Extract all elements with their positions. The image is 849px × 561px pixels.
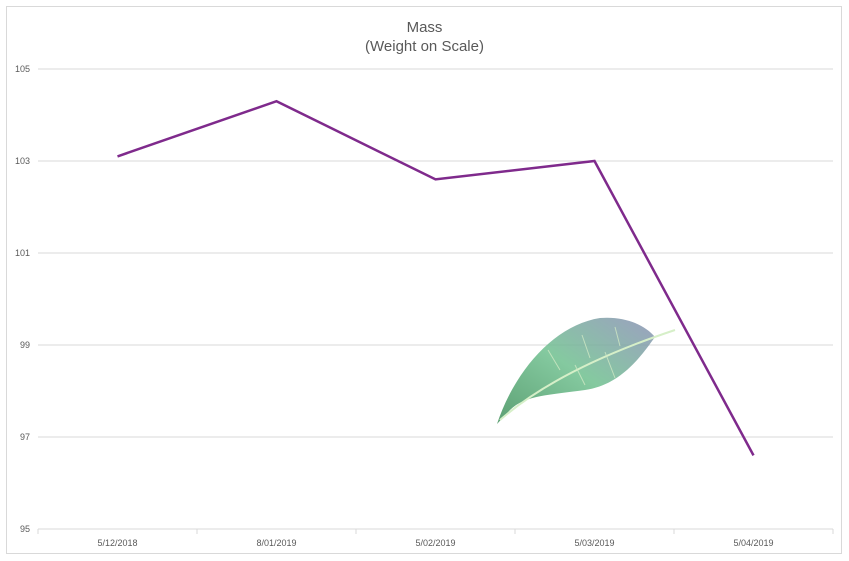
y-tick-label: 105 — [15, 64, 30, 74]
y-tick-label: 101 — [15, 248, 30, 258]
x-tick-label: 5/02/2019 — [415, 538, 455, 548]
leaf-illustration — [497, 317, 676, 424]
y-tick-label: 97 — [20, 432, 30, 442]
y-tick-label: 99 — [20, 340, 30, 350]
x-tick-label: 5/04/2019 — [733, 538, 773, 548]
x-tick-label: 5/03/2019 — [574, 538, 614, 548]
x-tick-label: 8/01/2019 — [256, 538, 296, 548]
chart-area — [6, 6, 842, 554]
x-tick-label: 5/12/2018 — [97, 538, 137, 548]
chart-title: Mass — [406, 19, 443, 36]
y-tick-label: 95 — [20, 524, 30, 534]
y-tick-label: 103 — [15, 156, 30, 166]
chart-subtitle: (Weight on Scale) — [365, 38, 484, 55]
series-line — [117, 99, 755, 456]
